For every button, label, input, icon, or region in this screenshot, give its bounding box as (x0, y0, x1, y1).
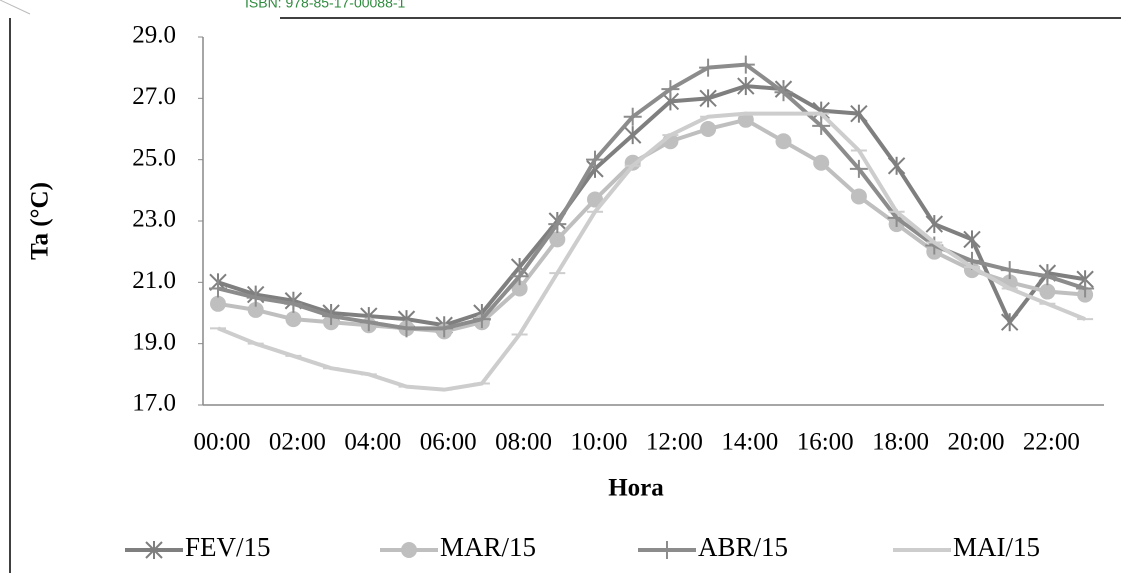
point-marker (1000, 313, 1019, 332)
header-text: ISBN: 978-85-17-00088-1 (245, 0, 406, 11)
point-marker (925, 215, 944, 234)
point-marker (813, 154, 830, 171)
marker-dot (247, 301, 264, 318)
point-marker (359, 313, 378, 332)
point-marker (1039, 283, 1056, 300)
x-tick-label: 20:00 (948, 429, 1005, 456)
point-marker (587, 191, 603, 208)
legend-label: FEV/15 (185, 532, 271, 562)
marker-dot (587, 191, 603, 208)
x-tick-label: 12:00 (646, 429, 703, 456)
point-marker (284, 294, 303, 313)
point-marker (963, 230, 981, 249)
point-marker (812, 116, 831, 135)
y-tick-label: 27.0 (132, 83, 176, 110)
frame-corner (0, 0, 31, 15)
x-tick-label: 16:00 (797, 429, 854, 456)
point-marker (850, 104, 868, 123)
series-line (217, 84, 1086, 328)
y-tick-label: 23.0 (132, 206, 176, 233)
marker-dot (511, 280, 528, 297)
point-marker (700, 121, 717, 137)
point-marker (145, 541, 163, 559)
y-tick-label: 25.0 (132, 144, 176, 171)
x-tick-label: 04:00 (344, 429, 401, 456)
point-marker (623, 107, 642, 126)
point-marker (658, 541, 676, 559)
legend-label: MAR/15 (440, 532, 536, 562)
point-marker (775, 133, 792, 150)
series-line (217, 62, 1086, 331)
point-marker (850, 188, 867, 205)
marker-dot (775, 133, 792, 150)
marker-dot (401, 542, 417, 558)
point-marker (736, 55, 755, 74)
point-marker (246, 288, 265, 307)
x-tick-label: 22:00 (1023, 429, 1080, 456)
point-marker (849, 159, 868, 178)
y-tick-label: 21.0 (132, 267, 176, 294)
point-marker (322, 307, 341, 326)
marker-dot (210, 295, 226, 312)
point-marker (699, 89, 717, 108)
marker-dot (549, 231, 566, 248)
point-marker (661, 80, 680, 99)
point-marker (1000, 261, 1019, 280)
point-marker (586, 150, 604, 169)
point-marker (1076, 279, 1095, 298)
y-axis-title: Ta (°C) (27, 182, 54, 260)
y-tick-label: 19.0 (132, 328, 176, 355)
x-tick-label: 08:00 (495, 429, 552, 456)
marker-dot (700, 121, 717, 137)
point-marker (209, 279, 227, 298)
legend-label: ABR/15 (698, 532, 788, 562)
point-marker (549, 231, 566, 248)
marker-dot (813, 154, 830, 171)
x-axis-title: Hora (608, 475, 664, 502)
x-tick-label: 14:00 (721, 429, 778, 456)
point-marker (737, 77, 755, 96)
x-tick-label: 06:00 (420, 429, 477, 456)
x-tick-label: 10:00 (571, 429, 628, 456)
marker-dot (1039, 283, 1056, 300)
x-tick-label: 00:00 (194, 429, 251, 456)
point-marker (285, 311, 302, 328)
y-tick-label: 29.0 (132, 22, 176, 49)
legend-label: MAI/15 (953, 532, 1040, 562)
y-tick-label: 17.0 (132, 390, 176, 417)
point-marker (1038, 267, 1057, 286)
point-marker (774, 83, 793, 102)
point-marker (887, 156, 906, 175)
series-line (217, 111, 1086, 392)
point-marker (472, 310, 491, 329)
marker-dot (285, 311, 302, 328)
point-marker (401, 542, 417, 558)
point-marker (510, 267, 529, 286)
point-marker (511, 280, 528, 297)
point-marker (623, 126, 642, 145)
point-marker (435, 319, 454, 338)
point-marker (247, 301, 264, 318)
point-marker (210, 295, 226, 312)
marker-dot (850, 188, 867, 205)
point-marker (397, 319, 416, 338)
point-marker (548, 215, 567, 234)
point-marker (699, 58, 718, 77)
x-tick-label: 02:00 (269, 429, 326, 456)
x-tick-label: 18:00 (872, 429, 929, 456)
point-marker (812, 101, 830, 120)
